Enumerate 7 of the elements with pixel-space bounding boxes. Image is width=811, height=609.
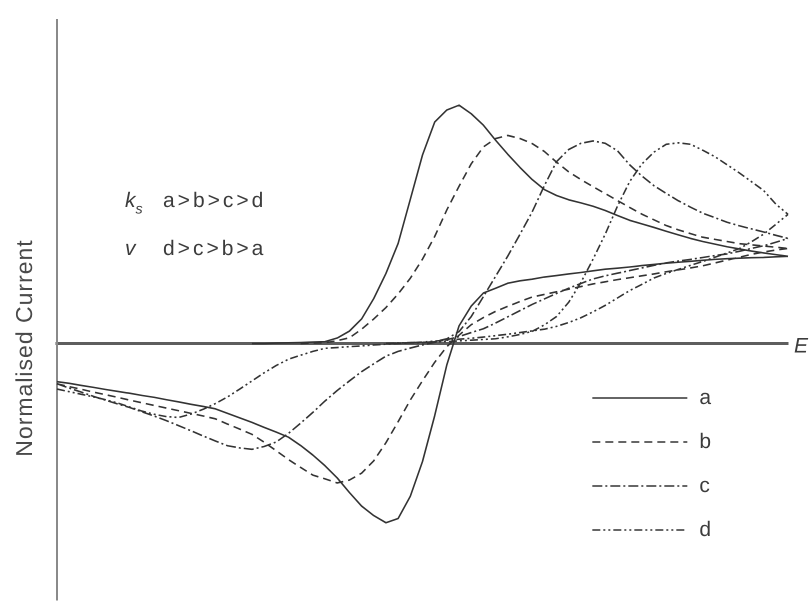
x-axis-title: E [794,334,809,358]
legend-label: c [699,474,710,497]
y-axis-title: Normalised Current [11,239,37,457]
legend-label: a [699,386,712,409]
text: v d>c>b>a [125,237,266,260]
legend-label: d [699,518,712,541]
legend-label: b [699,430,712,453]
